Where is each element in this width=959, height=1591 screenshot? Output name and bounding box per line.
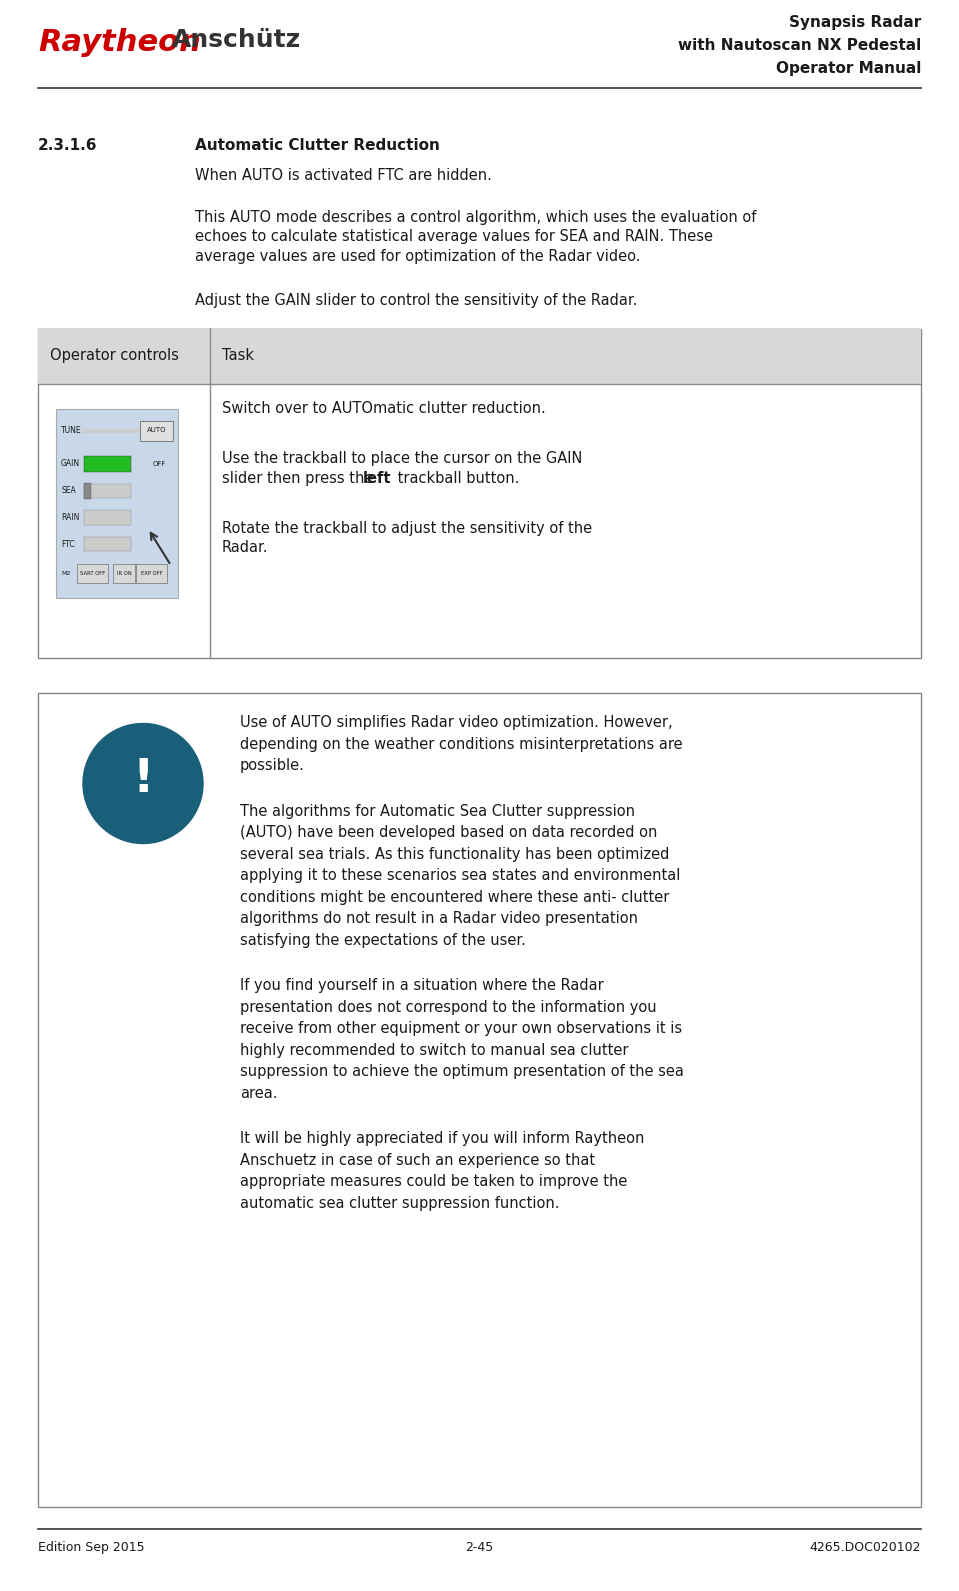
FancyBboxPatch shape [38, 328, 921, 659]
FancyBboxPatch shape [38, 694, 921, 1507]
Text: algorithms do not result in a Radar video presentation: algorithms do not result in a Radar vide… [240, 912, 638, 926]
Text: AUTO: AUTO [147, 428, 166, 433]
Text: GAIN: GAIN [61, 458, 81, 468]
FancyBboxPatch shape [38, 328, 921, 383]
FancyBboxPatch shape [84, 511, 130, 525]
FancyBboxPatch shape [56, 409, 178, 598]
Text: It will be highly appreciated if you will inform Raytheon: It will be highly appreciated if you wil… [240, 1131, 644, 1147]
FancyBboxPatch shape [136, 563, 167, 584]
Text: appropriate measures could be taken to improve the: appropriate measures could be taken to i… [240, 1174, 627, 1190]
Text: SART OFF: SART OFF [80, 571, 105, 576]
Text: FTC: FTC [61, 539, 75, 549]
Text: area.: area. [240, 1087, 277, 1101]
Text: Switch over to AUTOmatic clutter reduction.: Switch over to AUTOmatic clutter reducti… [222, 401, 546, 417]
Text: Operator controls: Operator controls [50, 348, 179, 363]
Text: receive from other equipment or your own observations it is: receive from other equipment or your own… [240, 1021, 682, 1036]
Text: The algorithms for Automatic Sea Clutter suppression: The algorithms for Automatic Sea Clutter… [240, 803, 635, 819]
FancyBboxPatch shape [84, 484, 130, 498]
Text: If you find yourself in a situation where the Radar: If you find yourself in a situation wher… [240, 978, 604, 993]
Text: Radar.: Radar. [222, 541, 269, 555]
FancyBboxPatch shape [113, 563, 135, 584]
Text: Adjust the GAIN slider to control the sensitivity of the Radar.: Adjust the GAIN slider to control the se… [195, 293, 638, 309]
FancyBboxPatch shape [84, 455, 130, 471]
Text: left: left [363, 471, 391, 485]
Text: Use of AUTO simplifies Radar video optimization. However,: Use of AUTO simplifies Radar video optim… [240, 716, 672, 730]
Text: several sea trials. As this functionality has been optimized: several sea trials. As this functionalit… [240, 846, 669, 862]
FancyBboxPatch shape [77, 563, 108, 584]
Text: OFF: OFF [152, 460, 166, 466]
Text: 4265.DOC020102: 4265.DOC020102 [809, 1542, 921, 1554]
Text: EXP OFF: EXP OFF [141, 571, 162, 576]
Text: Edition Sep 2015: Edition Sep 2015 [38, 1542, 145, 1554]
Text: (AUTO) have been developed based on data recorded on: (AUTO) have been developed based on data… [240, 826, 657, 840]
Text: 2-45: 2-45 [465, 1542, 494, 1554]
FancyBboxPatch shape [140, 420, 173, 441]
Text: !: ! [132, 757, 153, 802]
FancyBboxPatch shape [84, 482, 91, 498]
Text: IR ON: IR ON [117, 571, 131, 576]
Text: This AUTO mode describes a control algorithm, which uses the evaluation of: This AUTO mode describes a control algor… [195, 210, 757, 224]
Text: slider then press the: slider then press the [222, 471, 378, 485]
Text: suppression to achieve the optimum presentation of the sea: suppression to achieve the optimum prese… [240, 1064, 684, 1080]
Text: satisfying the expectations of the user.: satisfying the expectations of the user. [240, 932, 526, 948]
Text: automatic sea clutter suppression function.: automatic sea clutter suppression functi… [240, 1196, 559, 1211]
Text: SEA: SEA [61, 485, 76, 495]
Text: 2.3.1.6: 2.3.1.6 [38, 138, 98, 153]
Text: echoes to calculate statistical average values for SEA and RAIN. These: echoes to calculate statistical average … [195, 229, 713, 245]
Text: When AUTO is activated FTC are hidden.: When AUTO is activated FTC are hidden. [195, 169, 492, 183]
Text: conditions might be encountered where these anti- clutter: conditions might be encountered where th… [240, 889, 669, 905]
Text: Rotate the trackball to adjust the sensitivity of the: Rotate the trackball to adjust the sensi… [222, 520, 592, 536]
Text: Operator Manual: Operator Manual [776, 60, 921, 76]
Text: with Nautoscan NX Pedestal: with Nautoscan NX Pedestal [678, 38, 921, 53]
Text: applying it to these scenarios sea states and environmental: applying it to these scenarios sea state… [240, 869, 680, 883]
Text: presentation does not correspond to the information you: presentation does not correspond to the … [240, 1001, 657, 1015]
Text: M2: M2 [61, 571, 70, 576]
Text: depending on the weather conditions misinterpretations are: depending on the weather conditions misi… [240, 737, 683, 753]
Text: trackball button.: trackball button. [393, 471, 520, 485]
Polygon shape [83, 724, 203, 843]
Text: Raytheon: Raytheon [38, 29, 200, 57]
Text: Anschütz: Anschütz [172, 29, 301, 53]
Text: Automatic Clutter Reduction: Automatic Clutter Reduction [195, 138, 440, 153]
Text: Synapsis Radar: Synapsis Radar [788, 14, 921, 30]
Text: Anschuetz in case of such an experience so that: Anschuetz in case of such an experience … [240, 1153, 596, 1168]
Text: possible.: possible. [240, 759, 305, 773]
Text: highly recommended to switch to manual sea clutter: highly recommended to switch to manual s… [240, 1044, 628, 1058]
Text: RAIN: RAIN [61, 512, 80, 522]
Text: average values are used for optimization of the Radar video.: average values are used for optimization… [195, 250, 641, 264]
Text: Use the trackball to place the cursor on the GAIN: Use the trackball to place the cursor on… [222, 452, 582, 466]
FancyBboxPatch shape [84, 538, 130, 552]
Text: TUNE: TUNE [61, 426, 82, 434]
Text: Task: Task [222, 348, 254, 363]
